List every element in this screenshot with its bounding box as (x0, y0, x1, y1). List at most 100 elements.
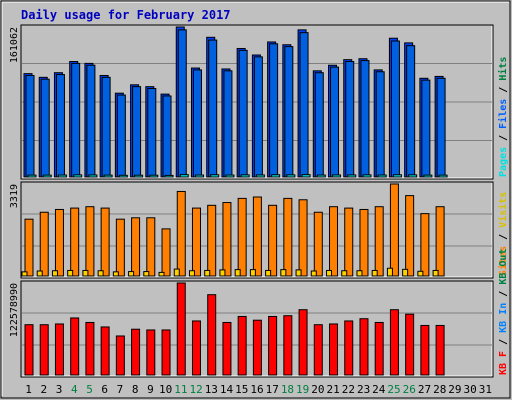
bar-files (147, 88, 157, 178)
bar-visits (161, 228, 171, 277)
bar-files (162, 95, 172, 178)
legend-item: KB In (498, 303, 509, 333)
x-tick-label: 20 (311, 383, 324, 396)
legend-separator: / (498, 228, 509, 246)
bar-pages (408, 174, 418, 178)
bar-kbytes (24, 324, 34, 376)
bar-pages (286, 174, 296, 178)
bar-visits (24, 218, 34, 277)
bar-files (284, 46, 294, 178)
x-tick-label: 16 (250, 383, 263, 396)
panel-hits-files-pages: 161062 Pages / Files / Hits (9, 24, 509, 180)
bar-pages (392, 174, 402, 178)
bar-sites (158, 271, 165, 277)
bar-files (192, 69, 202, 178)
bar-visits (176, 190, 186, 277)
x-tick-label: 31 (479, 383, 492, 396)
legend-item: KB F (498, 351, 509, 375)
bar-pages (377, 174, 387, 178)
x-tick-label: 5 (86, 383, 93, 396)
bar-pages (301, 174, 311, 178)
x-tick-label: 29 (448, 383, 461, 396)
legend: KB F / KB In / KB Out (498, 249, 509, 375)
bar-visits (389, 183, 399, 277)
bar-kbytes (207, 294, 217, 376)
bar-files (299, 32, 309, 178)
bar-visits (405, 195, 415, 277)
x-tick-label: 25 (387, 383, 400, 396)
x-tick-label: 28 (433, 383, 446, 396)
x-tick-label: 14 (220, 383, 234, 396)
bar-pages (332, 174, 342, 178)
bar-sites (310, 270, 317, 277)
bar-pages (149, 174, 159, 178)
x-tick-label: 24 (372, 383, 386, 396)
bar-files (253, 56, 263, 178)
bar-files (269, 43, 279, 178)
bar-pages (103, 174, 113, 178)
legend-item: Visits (497, 192, 509, 228)
bar-visits (298, 199, 308, 277)
bar-kbytes (344, 320, 354, 376)
chart-title: Daily usage for February 2017 (21, 8, 231, 22)
bar-files (406, 45, 416, 178)
bar-files (375, 71, 385, 178)
bar-visits (329, 206, 339, 277)
bar-kbytes (374, 321, 384, 376)
bar-pages (362, 174, 372, 178)
x-tick-label: 7 (117, 383, 124, 396)
bar-visits (85, 206, 95, 277)
bar-files (238, 49, 248, 178)
x-tick-label: 1 (25, 383, 32, 396)
bar-files (116, 94, 126, 178)
bar-sites (21, 271, 28, 277)
bar-visits (237, 197, 247, 277)
bar-sites (219, 269, 226, 277)
bar-files (71, 62, 81, 178)
legend-separator: / (498, 81, 509, 99)
bar-kbytes (131, 328, 141, 376)
x-tick-label: 6 (101, 383, 108, 396)
bar-sites (341, 270, 348, 277)
bar-sites (386, 267, 393, 277)
bar-files (40, 78, 50, 178)
legend-separator: / (498, 285, 509, 303)
bar-sites (402, 268, 409, 277)
x-tick-label: 30 (464, 383, 477, 396)
bar-files (421, 79, 431, 178)
bar-files (436, 77, 446, 178)
bar-files (55, 74, 65, 178)
bar-kbytes (146, 329, 156, 376)
bar-kbytes (222, 321, 232, 376)
bar-kbytes (435, 324, 445, 376)
bar-visits (344, 207, 354, 277)
bar-pages (225, 174, 235, 178)
x-tick-label: 19 (296, 383, 309, 396)
bar-sites (417, 270, 424, 277)
bar-kbytes (252, 319, 262, 376)
x-tick-label: 3 (56, 383, 63, 396)
bar-files (223, 70, 233, 178)
bar-sites (356, 270, 363, 277)
bar-visits (146, 217, 156, 277)
bar-sites (128, 271, 135, 277)
bar-files (86, 64, 96, 178)
bar-visits (283, 197, 293, 277)
bar-files (314, 72, 324, 178)
bar-files (345, 61, 355, 178)
panel-kbytes: 122578990 KB F / KB In / KB Out (9, 249, 509, 378)
bar-visits (252, 196, 262, 277)
bar-pages (271, 174, 281, 178)
legend-separator: / (498, 333, 509, 351)
legend-item: KB Out (498, 249, 509, 285)
x-tick-label: 8 (132, 383, 139, 396)
x-tick-label: 13 (205, 383, 218, 396)
bar-pages (210, 174, 220, 178)
bar-kbytes (298, 309, 308, 376)
bar-visits (131, 217, 141, 277)
bar-kbytes (420, 324, 430, 376)
bar-visits (39, 211, 49, 277)
x-axis-labels: 1 2 3 4 5 6 7 8 9 10 11 12 13 14 15 16 17 18 19 20 21 22 23 24 2… (25, 383, 492, 396)
bar-visits (435, 206, 445, 277)
bar-sites (432, 269, 439, 277)
